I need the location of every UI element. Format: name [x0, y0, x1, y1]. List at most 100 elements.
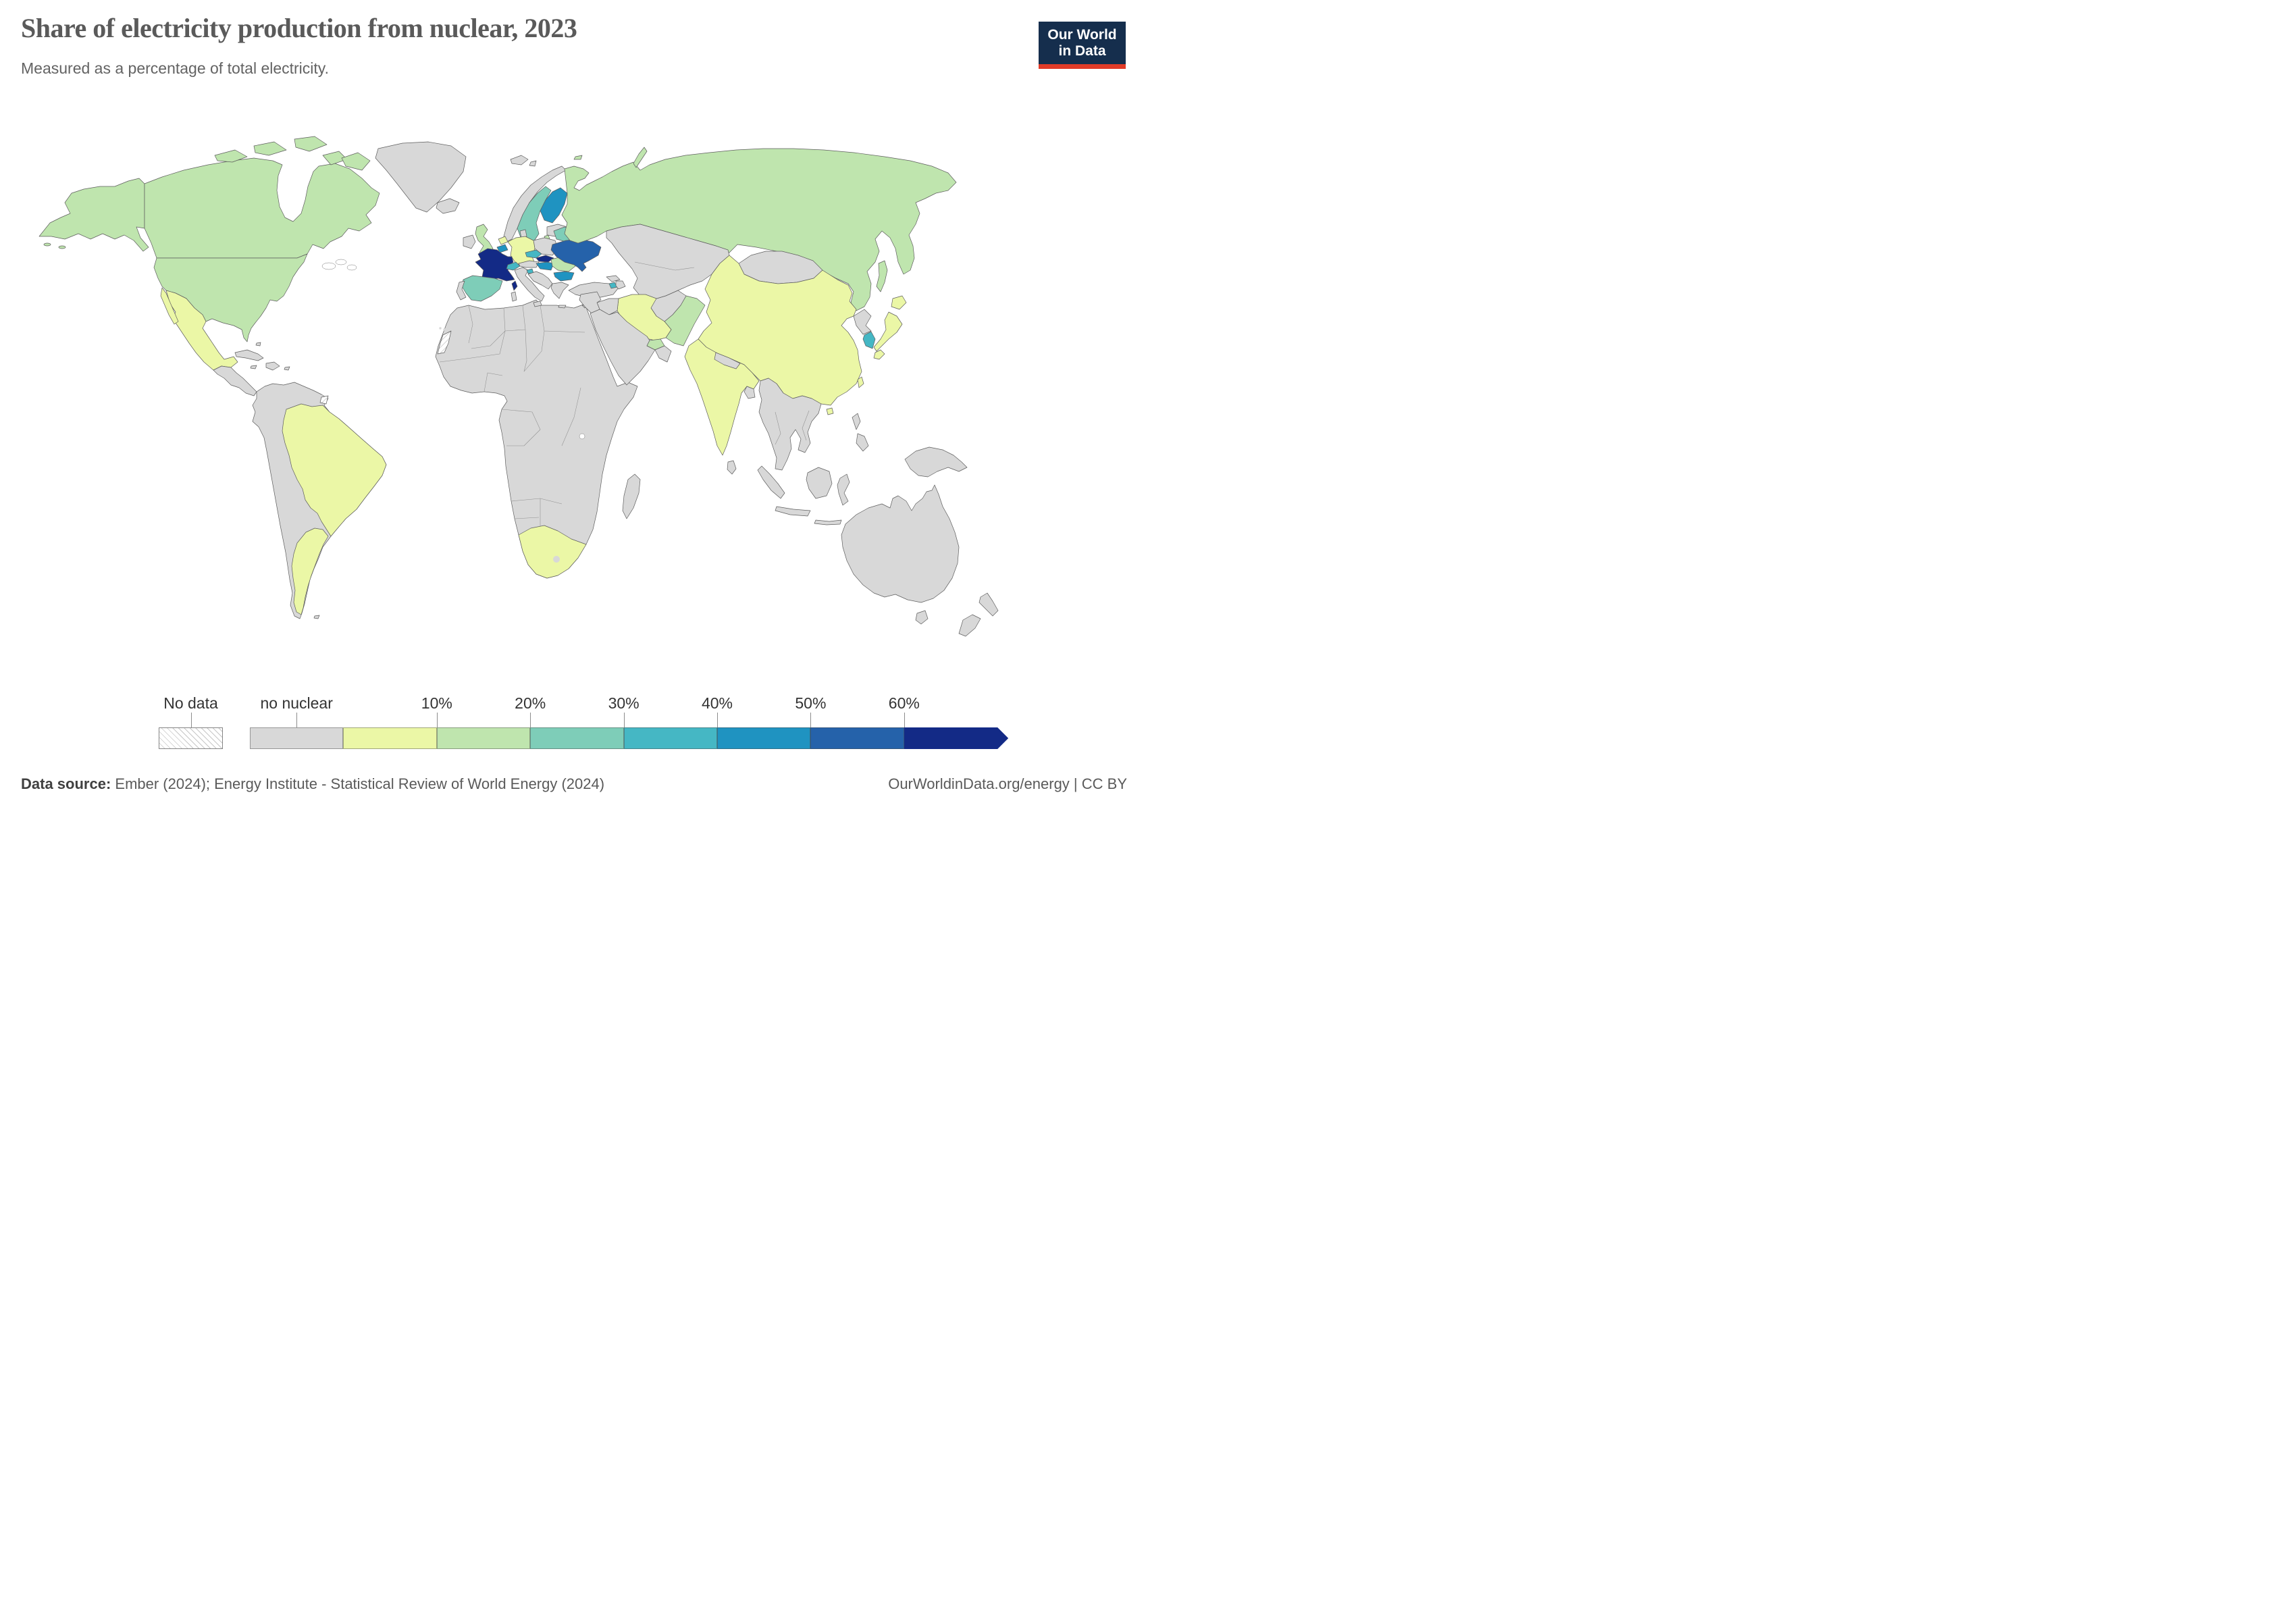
island-sumatra[interactable]	[757, 465, 785, 499]
country-georgia[interactable]	[606, 275, 621, 282]
island-sulawesi[interactable]	[837, 473, 850, 506]
island-sakhalin[interactable]	[876, 260, 888, 292]
island-borneo[interactable]	[806, 467, 833, 499]
legend-tick	[810, 713, 812, 727]
new-zealand-north[interactable]	[979, 592, 999, 617]
owid-logo[interactable]: Our World in Data	[1039, 22, 1126, 69]
novaya-zemlya[interactable]	[633, 147, 648, 168]
country-north-korea[interactable]	[853, 309, 872, 335]
country-spain[interactable]	[461, 275, 503, 302]
aleutian-island[interactable]	[43, 242, 51, 247]
bahamas[interactable]	[255, 342, 261, 346]
country-canada[interactable]	[144, 157, 380, 259]
island-taiwan[interactable]	[857, 376, 864, 388]
country-germany[interactable]	[507, 236, 536, 267]
country-france[interactable]	[475, 248, 515, 282]
legend-bin-max[interactable]	[904, 727, 1008, 749]
canary-island[interactable]	[443, 328, 446, 331]
country-south-africa[interactable]	[518, 525, 587, 579]
arctic-island[interactable]	[294, 136, 328, 152]
philippines-luzon[interactable]	[852, 413, 861, 430]
country-austria[interactable]	[518, 260, 540, 268]
arctic-island-baffin[interactable]	[341, 152, 371, 171]
country-hispaniola[interactable]	[265, 361, 280, 371]
country-brazil[interactable]	[282, 403, 387, 537]
country-greenland[interactable]	[375, 141, 467, 213]
country-azerbaijan[interactable]	[615, 280, 626, 290]
region-indochina[interactable]	[758, 378, 822, 471]
country-lesotho[interactable]	[553, 556, 560, 563]
country-ireland[interactable]	[463, 234, 476, 249]
great-lake	[321, 262, 336, 270]
owid-logo-line2: in Data	[1058, 43, 1106, 59]
japan-honshu[interactable]	[873, 311, 903, 352]
franz-josef-land[interactable]	[573, 155, 583, 160]
lesser-sunda-islands[interactable]	[814, 519, 842, 525]
falkland-islands[interactable]	[313, 615, 320, 619]
arctic-island[interactable]	[253, 141, 287, 156]
island-hainan[interactable]	[826, 407, 834, 415]
country-puerto-rico[interactable]	[284, 366, 290, 371]
great-lake	[346, 264, 357, 271]
territory-french-guiana[interactable]	[319, 395, 329, 405]
country-iceland[interactable]	[436, 198, 460, 214]
island-sicily[interactable]	[533, 301, 542, 307]
country-nepal[interactable]	[714, 352, 741, 369]
legend-bin-50[interactable]	[717, 727, 811, 749]
svalbard-island[interactable]	[529, 160, 537, 167]
country-switzerland[interactable]	[506, 261, 521, 271]
svalbard[interactable]	[510, 155, 529, 165]
country-argentina[interactable]	[291, 528, 329, 615]
legend-bin-10[interactable]	[343, 727, 437, 749]
region-central-asia[interactable]	[606, 224, 730, 301]
new-zealand-south[interactable]	[958, 614, 981, 637]
map-legend: No data no nuclear 10% 20% 30% 40% 50% 60%	[0, 694, 1148, 765]
legend-bin-nonuclear[interactable]	[250, 727, 344, 749]
legend-no-data-swatch[interactable]	[159, 727, 223, 749]
legend-label-10: 10%	[421, 694, 452, 712]
island-sardinia[interactable]	[511, 291, 517, 302]
country-belgium[interactable]	[496, 244, 508, 253]
owid-link[interactable]: OurWorldinData.org/energy | CC BY	[888, 775, 1127, 792]
country-south-korea[interactable]	[862, 331, 876, 349]
baja-california[interactable]	[160, 287, 179, 325]
country-india[interactable]	[684, 338, 760, 456]
great-lake	[335, 259, 347, 265]
island-tasmania[interactable]	[915, 610, 929, 625]
country-portugal[interactable]	[456, 280, 467, 301]
country-bulgaria[interactable]	[553, 271, 575, 282]
country-australia[interactable]	[841, 484, 960, 603]
legend-bin-60[interactable]	[810, 727, 904, 749]
country-netherlands[interactable]	[498, 236, 508, 245]
legend-bin-20[interactable]	[436, 727, 531, 749]
legend-bin-40[interactable]	[623, 727, 717, 749]
country-finland[interactable]	[540, 187, 568, 224]
island-java[interactable]	[775, 506, 811, 517]
country-cuba[interactable]	[234, 349, 264, 361]
island-crete[interactable]	[558, 305, 567, 309]
territory-western-sahara[interactable]	[437, 330, 452, 355]
philippines-mindanao[interactable]	[856, 433, 869, 452]
country-bangladesh[interactable]	[743, 386, 756, 399]
legend-label-no-nuclear: no nuclear	[260, 694, 333, 712]
country-jamaica[interactable]	[250, 365, 257, 369]
country-greece[interactable]	[550, 282, 569, 299]
canary-island[interactable]	[439, 327, 442, 330]
country-alaska[interactable]	[38, 178, 149, 252]
country-madagascar[interactable]	[622, 473, 641, 519]
country-hungary[interactable]	[536, 261, 554, 271]
island-new-guinea[interactable]	[904, 446, 968, 478]
country-mexico[interactable]	[165, 290, 238, 371]
country-czechia[interactable]	[525, 249, 542, 259]
japan-kyushu[interactable]	[873, 349, 885, 360]
country-denmark[interactable]	[519, 229, 527, 238]
region-central-america[interactable]	[213, 365, 257, 396]
arctic-island[interactable]	[214, 149, 248, 163]
aleutian-island[interactable]	[58, 245, 66, 249]
legend-bin-30[interactable]	[530, 727, 624, 749]
island-corsica[interactable]	[511, 280, 518, 291]
world-map-container	[0, 128, 1148, 702]
country-oman[interactable]	[654, 345, 672, 363]
japan-hokkaido[interactable]	[891, 295, 907, 310]
country-sri-lanka[interactable]	[727, 460, 737, 475]
